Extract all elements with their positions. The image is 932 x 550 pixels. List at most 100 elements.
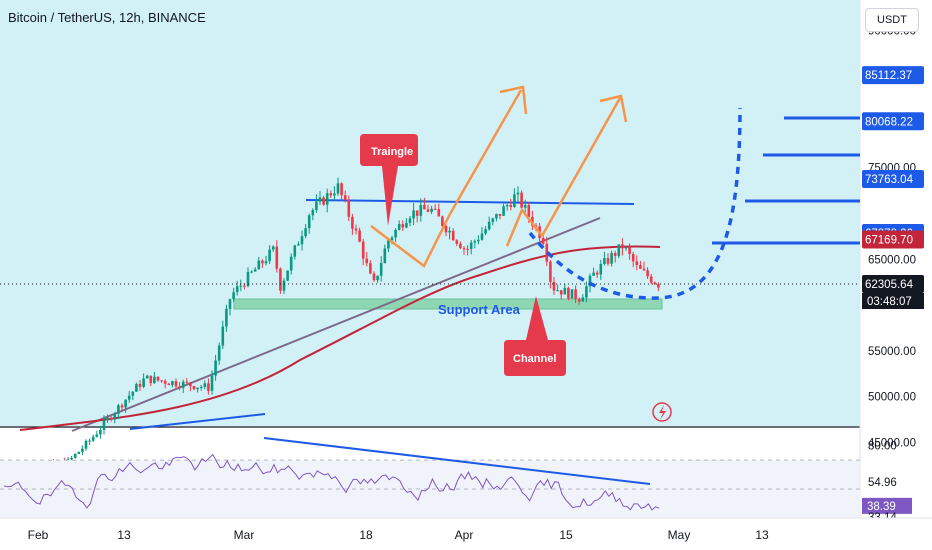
candle-body	[214, 360, 217, 376]
candle-body	[88, 440, 91, 442]
arrowhead-1	[499, 85, 528, 115]
currency-selector-button[interactable]: USDT	[865, 8, 919, 32]
arrowhead-2	[599, 94, 628, 123]
candle-body	[412, 210, 415, 219]
candle-body	[563, 287, 567, 295]
triangle-callout	[360, 134, 418, 226]
projection-curve	[528, 107, 742, 300]
candle-body	[153, 376, 156, 384]
channel-callout-label: Channel	[513, 353, 556, 365]
candle-body	[318, 197, 322, 202]
candle-body	[203, 383, 207, 387]
candle-body	[293, 245, 297, 257]
candle-body	[480, 233, 484, 240]
candle-body	[210, 375, 214, 391]
candle-body	[387, 240, 390, 249]
time-axis-background	[0, 518, 932, 550]
candle-body	[595, 272, 599, 275]
candle-body	[347, 199, 351, 217]
candle-body	[253, 269, 257, 272]
candle-body	[484, 229, 487, 234]
candle-body	[567, 287, 570, 299]
symbol-title[interactable]: Bitcoin / TetherUS, 12h, BINANCE	[8, 10, 206, 25]
candle-body	[603, 258, 606, 264]
candle-body	[495, 213, 498, 219]
candle-body	[534, 225, 538, 227]
x-tick-label: Apr	[455, 528, 474, 542]
candle-body	[174, 381, 178, 387]
candle-body	[228, 299, 232, 309]
candle-body	[531, 216, 534, 226]
candle-body	[239, 285, 243, 287]
candle-body	[84, 440, 88, 449]
candle-body	[610, 253, 613, 264]
candle-body	[415, 210, 419, 216]
candle-body	[145, 375, 149, 379]
candle-body	[653, 282, 657, 285]
rsi-line	[3, 453, 660, 511]
candle-body	[444, 225, 448, 233]
candle-body	[322, 197, 325, 205]
candle-body	[286, 270, 289, 281]
candle-body	[639, 265, 642, 269]
channel-callout	[504, 296, 566, 376]
candle-body	[81, 448, 84, 452]
countdown-box	[862, 293, 924, 309]
candle-body	[642, 268, 646, 271]
candle-body	[408, 218, 412, 223]
candle-body	[635, 261, 639, 266]
candle-body	[459, 243, 462, 249]
candle-body	[135, 384, 138, 392]
candle-body	[131, 391, 135, 396]
ascending-trendline	[71, 217, 601, 432]
candle-body	[127, 395, 131, 400]
rsi-divergence-line	[263, 437, 651, 485]
y-tick-label: 65000.00	[868, 254, 916, 266]
candle-body	[466, 248, 469, 250]
candle-body	[106, 417, 109, 421]
candle-body	[617, 244, 621, 256]
candle-body	[257, 260, 261, 270]
candle-body	[376, 275, 379, 281]
candle-body	[448, 230, 451, 233]
candle-body	[217, 345, 221, 361]
candle-body	[163, 380, 167, 384]
candle-body	[275, 246, 279, 269]
x-tick-label: May	[668, 528, 691, 542]
candle-body	[646, 270, 649, 277]
candle-body	[401, 224, 405, 228]
candle-body	[91, 436, 95, 441]
candle-body	[549, 261, 552, 282]
candle-body	[336, 183, 340, 194]
candle-body	[509, 205, 513, 208]
candle-body	[397, 224, 401, 230]
candle-body	[279, 268, 282, 291]
x-tick-label: Feb	[28, 528, 49, 542]
channel-path	[505, 207, 543, 247]
lower-trendline	[129, 413, 266, 430]
x-tick-label: Mar	[234, 528, 255, 542]
candle-body	[441, 216, 444, 226]
candle-body	[95, 434, 99, 437]
price-label: 73763.04	[865, 174, 914, 186]
candle-body	[545, 243, 549, 262]
candle-body	[358, 230, 361, 242]
candle-body	[117, 405, 120, 414]
candle-body	[340, 183, 343, 196]
candle-body	[613, 253, 617, 256]
triangle-path	[370, 213, 452, 268]
candle-body	[491, 218, 495, 222]
price-label-box	[862, 170, 924, 189]
candle-body	[261, 260, 264, 264]
lightning-icon[interactable]	[652, 402, 672, 422]
candle-body	[297, 244, 300, 246]
candle-body	[311, 210, 315, 216]
candle-body	[585, 286, 588, 298]
candle-body	[552, 281, 556, 291]
price-label-box	[862, 230, 924, 249]
candle-body	[621, 244, 624, 249]
candle-body	[73, 453, 77, 458]
candle-body	[516, 192, 520, 195]
